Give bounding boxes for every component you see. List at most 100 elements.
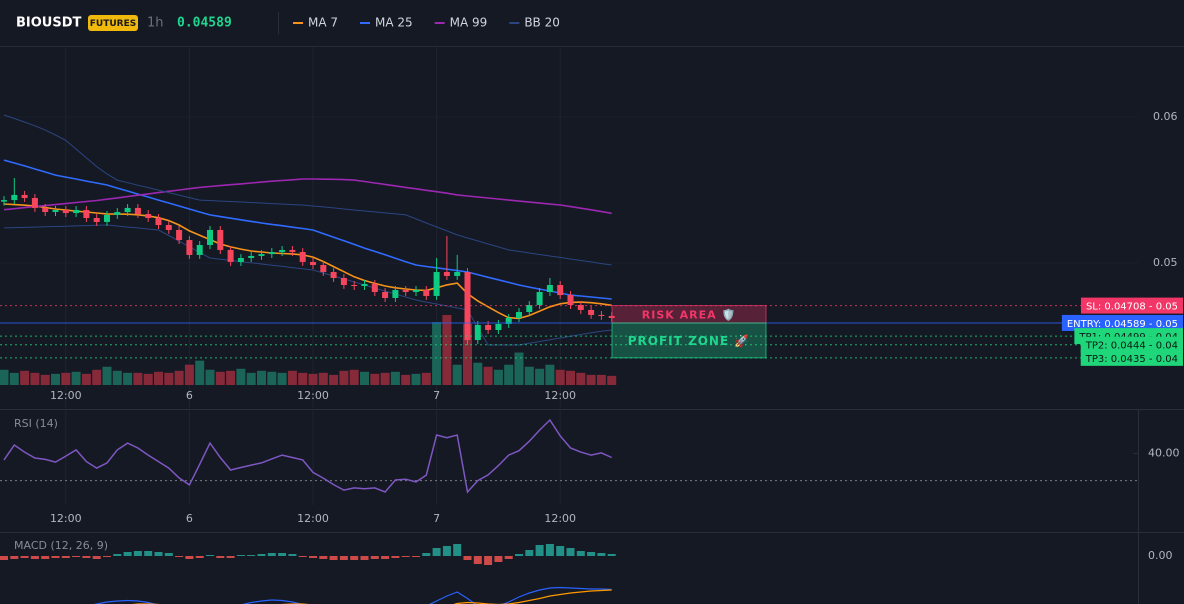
candle-body — [526, 305, 533, 313]
candle-body — [11, 194, 18, 201]
candle-body — [536, 292, 543, 306]
x-tick-label: 12:00 — [297, 512, 329, 525]
volume-bar — [473, 362, 483, 385]
histogram-bar — [370, 556, 379, 559]
volume-bar — [318, 372, 328, 385]
rsi-line — [3, 418, 613, 494]
candle-body — [114, 212, 121, 215]
candle-body — [62, 209, 69, 214]
volume-bar — [504, 364, 514, 385]
volume-bar — [555, 369, 565, 385]
volume-bar — [298, 372, 308, 385]
volume-bar — [20, 370, 30, 385]
histogram-bar — [391, 556, 400, 558]
candle-body — [155, 218, 162, 226]
histogram-bar — [350, 556, 359, 560]
volume-bar — [349, 369, 359, 385]
candle-body — [299, 252, 306, 262]
volume-bar — [360, 371, 369, 385]
histogram-bar — [41, 556, 50, 559]
legend-label: MA 25 — [375, 16, 413, 30]
histogram-bar — [144, 551, 153, 556]
candle-body — [382, 292, 389, 299]
candle-body — [443, 272, 450, 276]
histogram-bar — [10, 556, 19, 559]
legend: MA 7 MA 25 MA 99 BB 20 — [293, 16, 560, 30]
candle-body — [485, 325, 492, 330]
histogram-bar — [525, 550, 534, 556]
level-label: SL: 0.04708 - 0.05 — [1086, 302, 1178, 313]
histogram-bar — [473, 556, 482, 564]
histogram-bar — [288, 554, 297, 556]
candle-body — [217, 229, 224, 250]
volume-bar — [535, 368, 545, 385]
histogram-bar — [442, 546, 451, 556]
volume-bar — [545, 364, 555, 385]
symbol: BIOUSDT — [16, 16, 82, 31]
candle-body — [310, 261, 316, 266]
histogram-bar — [545, 544, 554, 556]
candle-body — [567, 295, 574, 306]
volume-bar — [267, 371, 277, 385]
volume-bar — [195, 360, 205, 385]
histogram-bar — [267, 553, 276, 556]
histogram-bar — [236, 555, 245, 556]
x-tick-label: 7 — [433, 512, 440, 525]
candle-body — [52, 209, 59, 213]
level-label-bg — [1080, 297, 1183, 314]
volume-bar — [9, 372, 19, 385]
histogram-bar — [206, 555, 214, 556]
candle-body — [258, 254, 265, 256]
last-price: 0.04589 — [177, 16, 232, 31]
histogram-bar — [278, 553, 287, 556]
candle-body — [505, 318, 512, 324]
volume-bar — [133, 372, 143, 385]
candle-body — [83, 209, 90, 219]
level-label-bg — [1061, 314, 1183, 331]
histogram-bar — [422, 553, 431, 556]
histogram-bar — [432, 548, 441, 556]
volume-bar — [30, 372, 40, 385]
volume-bar — [0, 369, 9, 385]
histogram-bar — [257, 554, 266, 556]
volume-bar — [174, 370, 184, 385]
histogram-bar — [103, 556, 111, 557]
candle-body — [176, 229, 183, 241]
volume-bar — [71, 371, 81, 385]
x-tick-label: 6 — [186, 389, 193, 402]
histogram-bar — [133, 551, 142, 556]
volume-bar — [81, 373, 91, 385]
candle-body — [289, 249, 296, 253]
histogram-bar — [185, 556, 194, 559]
x-tick-label: 12:00 — [544, 512, 576, 525]
candle-body — [227, 249, 234, 262]
volume-bar — [514, 352, 524, 385]
candle-body — [546, 285, 553, 293]
histogram-bar — [175, 556, 184, 557]
y-tick-label: 0.00 — [1148, 549, 1173, 562]
histogram-bar — [20, 556, 29, 558]
histogram-bar — [412, 556, 420, 557]
zone-label: PROFIT ZONE 🚀 — [628, 334, 751, 348]
volume-bar — [205, 369, 215, 385]
candle-body — [557, 285, 564, 296]
candle-body — [104, 214, 110, 222]
overlay-labels: 0.06 0.05 12:00 6 12:00 7 12:00 RISK AREA 🛡️ PRO… — [0, 110, 1183, 562]
x-tick-label: 6 — [186, 512, 193, 525]
histogram-bar — [360, 556, 369, 560]
y-tick-label: 0.05 — [1153, 256, 1178, 269]
candle-body — [474, 325, 481, 341]
candle-body — [248, 255, 255, 259]
histogram-bar — [123, 552, 132, 556]
volume-bar — [143, 373, 153, 385]
ma-line — [3, 203, 612, 320]
candle-body — [73, 209, 80, 214]
candle-body — [196, 245, 203, 255]
histogram-bar — [51, 556, 60, 558]
volume-bar — [596, 374, 606, 385]
volume-bar — [226, 370, 236, 385]
histogram-bar — [0, 556, 8, 560]
volume-bar — [380, 372, 390, 385]
badge: FUTURES — [90, 19, 136, 29]
histogram-bar — [329, 556, 338, 560]
